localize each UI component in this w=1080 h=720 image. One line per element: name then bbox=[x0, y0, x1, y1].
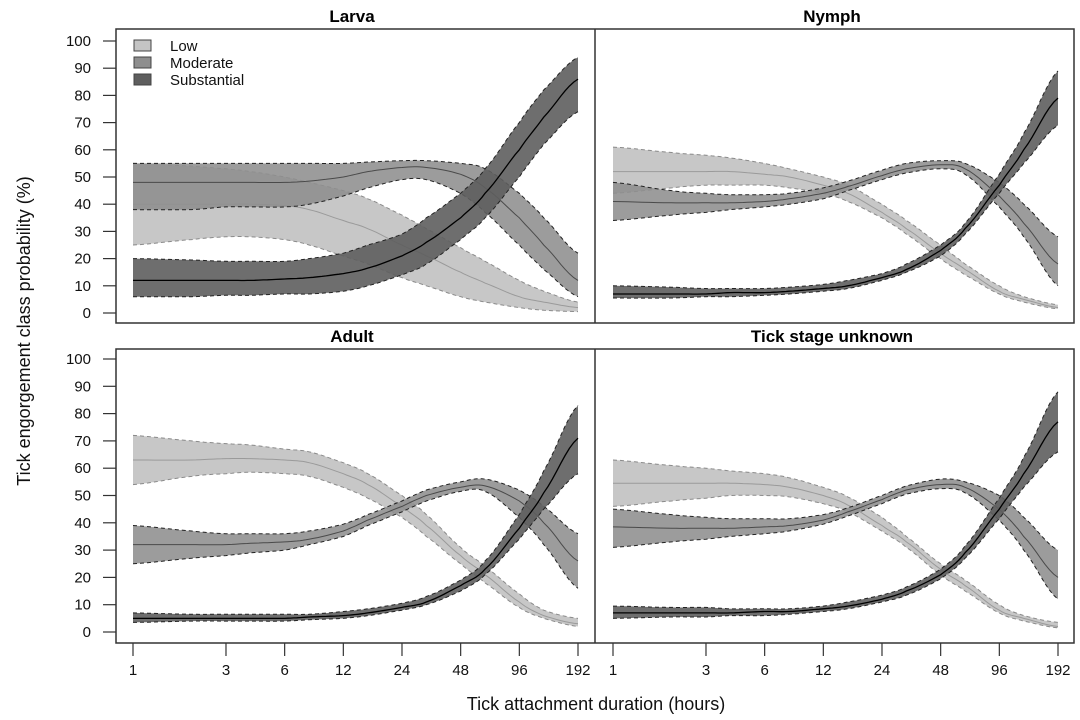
y-tick-label: 40 bbox=[74, 515, 91, 532]
band-lower-substantial bbox=[613, 124, 1059, 299]
band-lower-low bbox=[612, 184, 1059, 310]
y-tick-label: 60 bbox=[74, 460, 91, 477]
mean-line-moderate bbox=[133, 166, 579, 281]
band-upper-moderate bbox=[132, 478, 579, 535]
x-tick-label: 24 bbox=[874, 662, 891, 679]
band-upper-substantial bbox=[132, 56, 579, 262]
band-moderate bbox=[613, 478, 1058, 600]
band-lower-substantial bbox=[133, 111, 579, 298]
band-upper-moderate bbox=[612, 160, 1059, 238]
band-substantial bbox=[133, 57, 578, 297]
band-upper-substantial bbox=[612, 70, 1059, 290]
y-tick-label: 30 bbox=[74, 542, 91, 559]
mean-line-substantial bbox=[133, 437, 579, 620]
mean-line-moderate bbox=[133, 484, 579, 562]
legend-label-low: Low bbox=[170, 38, 198, 55]
panel-tick-stage-unknown bbox=[612, 391, 1059, 629]
band-upper-low bbox=[612, 459, 1059, 623]
band-lower-moderate bbox=[132, 488, 579, 589]
y-tick-label: 0 bbox=[83, 305, 91, 322]
y-tick-label: 80 bbox=[74, 87, 91, 104]
x-tick-label: 192 bbox=[565, 662, 590, 679]
y-tick-label: 40 bbox=[74, 196, 91, 213]
mean-line-substantial bbox=[613, 421, 1059, 614]
y-tick-label: 70 bbox=[74, 433, 91, 450]
legend-swatch-low bbox=[133, 39, 152, 52]
x-tick-label: 3 bbox=[222, 662, 230, 679]
y-tick-label: 90 bbox=[74, 60, 91, 77]
panel-title-adult: Adult bbox=[330, 327, 374, 346]
y-tick-label: 100 bbox=[66, 351, 91, 368]
mean-line-moderate bbox=[612, 164, 1059, 265]
y-tick-label: 80 bbox=[74, 406, 91, 423]
mean-line-moderate bbox=[612, 483, 1059, 578]
x-tick-label: 12 bbox=[815, 662, 832, 679]
mean-line-low bbox=[613, 170, 1059, 309]
band-lower-low bbox=[132, 471, 579, 627]
y-tick-label: 70 bbox=[74, 115, 91, 132]
legend-label-substantial: Substantial bbox=[170, 72, 244, 89]
x-tick-label: 48 bbox=[932, 662, 949, 679]
panel-nymph bbox=[612, 70, 1059, 310]
x-axis-right: 1 3 6 12 24 48 96 192 bbox=[609, 643, 1071, 679]
mean-line-substantial bbox=[133, 78, 579, 282]
band-lower-moderate bbox=[612, 488, 1059, 600]
y-tick-label: 30 bbox=[74, 223, 91, 240]
legend-label-moderate: Moderate bbox=[170, 55, 233, 72]
x-tick-label: 96 bbox=[511, 662, 528, 679]
band-upper-substantial bbox=[132, 405, 579, 616]
x-tick-label: 192 bbox=[1045, 662, 1070, 679]
x-tick-label: 12 bbox=[335, 662, 352, 679]
y-axis-top: 0 10 20 30 40 50 60 70 80 90 100 bbox=[66, 33, 116, 322]
y-axis-bottom: 0 10 20 30 40 50 60 70 80 90 100 bbox=[66, 351, 116, 641]
x-tick-label: 1 bbox=[129, 662, 137, 679]
band-low bbox=[613, 147, 1058, 309]
x-tick-label: 96 bbox=[991, 662, 1008, 679]
panel-adult bbox=[132, 405, 579, 627]
y-tick-label: 10 bbox=[74, 278, 91, 295]
panel-title-unknown: Tick stage unknown bbox=[751, 327, 913, 346]
mean-line-substantial bbox=[613, 97, 1059, 295]
y-tick-label: 60 bbox=[74, 142, 91, 159]
y-tick-label: 90 bbox=[74, 378, 91, 395]
y-tick-label: 20 bbox=[74, 569, 91, 586]
band-low bbox=[613, 460, 1058, 628]
legend: Low Moderate Substantial bbox=[133, 38, 244, 89]
x-axis-title: Tick attachment duration (hours) bbox=[467, 694, 725, 714]
x-tick-label: 1 bbox=[609, 662, 617, 679]
y-tick-label: 10 bbox=[74, 597, 91, 614]
band-moderate bbox=[613, 160, 1058, 286]
legend-swatch-moderate bbox=[133, 56, 152, 69]
y-tick-label: 100 bbox=[66, 33, 91, 50]
x-tick-label: 6 bbox=[280, 662, 288, 679]
y-tick-label: 50 bbox=[74, 169, 91, 186]
x-tick-label: 24 bbox=[394, 662, 411, 679]
mean-line-low bbox=[133, 458, 579, 625]
mean-line-low bbox=[613, 482, 1059, 627]
x-tick-label: 48 bbox=[452, 662, 469, 679]
band-lower-low bbox=[612, 494, 1059, 629]
y-tick-label: 0 bbox=[83, 624, 91, 641]
panel-larva bbox=[132, 56, 579, 313]
legend-swatch-substantial bbox=[133, 73, 152, 86]
band-lower-moderate bbox=[612, 168, 1059, 287]
panel-title-larva: Larva bbox=[329, 7, 375, 26]
band-substantial bbox=[613, 70, 1058, 299]
x-tick-label: 6 bbox=[760, 662, 768, 679]
band-upper-low bbox=[132, 434, 579, 619]
band-lower-substantial bbox=[132, 473, 579, 623]
band-lower-substantial bbox=[612, 451, 1059, 619]
band-upper-moderate bbox=[612, 478, 1059, 551]
y-axis-title: Tick engorgement class probability (%) bbox=[14, 176, 34, 485]
y-tick-label: 50 bbox=[74, 488, 91, 505]
band-lower-moderate bbox=[132, 177, 579, 298]
x-tick-label: 3 bbox=[702, 662, 710, 679]
panel-title-nymph: Nymph bbox=[803, 7, 861, 26]
x-axis-left: 1 3 6 12 24 48 96 192 bbox=[129, 643, 591, 679]
band-upper-substantial bbox=[612, 391, 1059, 610]
y-tick-label: 20 bbox=[74, 251, 91, 268]
band-low bbox=[133, 435, 578, 627]
